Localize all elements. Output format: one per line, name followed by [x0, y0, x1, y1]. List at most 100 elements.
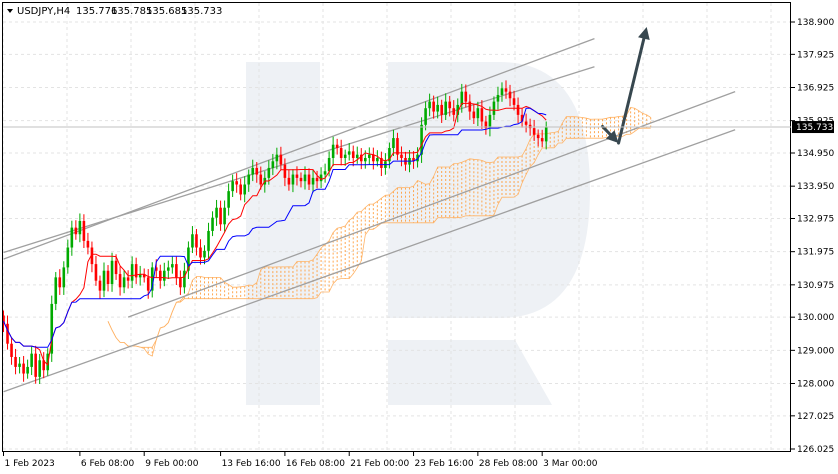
ohlc-close: 135.733: [181, 6, 222, 17]
candle-body-17: [70, 227, 74, 248]
candle-body-132: [532, 128, 536, 135]
candle-body-59: [239, 184, 242, 195]
candle-92: [372, 147, 375, 170]
candle-118: [476, 101, 480, 127]
x-tick-label-7: 28 Feb 08:00: [479, 459, 538, 469]
candle-110: [444, 93, 447, 121]
candle-55: [223, 200, 226, 232]
candle-88: [355, 146, 359, 164]
candle-body-130: [524, 121, 528, 125]
candle-body-46: [187, 247, 190, 271]
candle-body-23: [94, 264, 98, 281]
candle-body-34: [138, 274, 142, 278]
candle-69: [279, 146, 283, 171]
caret-down-icon[interactable]: [7, 9, 13, 13]
forecast-arrows: [600, 26, 650, 145]
candle-body-39: [158, 270, 162, 281]
y-tick-label-8: 130.975: [797, 281, 834, 291]
candle-17: [70, 220, 74, 256]
candle-body-110: [444, 101, 447, 115]
candle-body-47: [191, 234, 194, 248]
candle-body-18: [74, 227, 78, 235]
candle-22: [90, 241, 94, 273]
candle-93: [376, 150, 379, 167]
candle-71: [287, 169, 291, 191]
arrow-shaft-0: [600, 124, 612, 136]
candle-20: [82, 214, 86, 249]
candle-body-104: [420, 124, 423, 155]
candle-74: [299, 172, 303, 188]
candle-98: [396, 132, 399, 161]
candle-body-69: [279, 154, 283, 165]
candle-body-78: [315, 177, 319, 182]
candle-97: [392, 129, 395, 157]
y-axis: 138.900137.925136.925135.925134.950133.9…: [791, 18, 834, 455]
candle-body-52: [211, 217, 214, 231]
y-tick-label-11: 128.000: [797, 379, 834, 389]
current-price-box: [792, 121, 834, 134]
candle-body-129: [520, 114, 524, 122]
candle-50: [203, 245, 206, 265]
candle-124: [500, 82, 504, 102]
candle-117: [472, 103, 476, 125]
candle-body-112: [452, 108, 456, 115]
candle-107: [432, 95, 435, 119]
candle-1: [6, 315, 9, 350]
candle-94: [380, 151, 383, 177]
ohlc-low: 135.685: [146, 6, 187, 17]
candle-27: [110, 252, 114, 292]
current-price-label: 135.733: [796, 123, 833, 133]
candle-105: [424, 101, 427, 131]
candle-body-0: [2, 315, 5, 324]
candle-body-98: [396, 138, 399, 155]
candle-68: [275, 147, 279, 170]
candle-body-127: [512, 98, 516, 105]
candle-91: [368, 147, 371, 165]
candle-57: [231, 174, 234, 198]
candle-body-116: [468, 101, 472, 112]
candle-body-54: [219, 207, 222, 225]
candle-body-109: [440, 104, 443, 115]
candle-30: [122, 270, 126, 294]
candle-53: [215, 199, 218, 226]
trend-line-2: [127, 91, 736, 318]
arrow-shaft-1: [617, 37, 646, 145]
tenkan-line: [3, 102, 547, 366]
x-tick-label-6: 23 Feb 16:00: [415, 459, 474, 469]
candle-body-14: [58, 277, 62, 288]
candle-44: [179, 270, 182, 295]
candle-body-72: [291, 174, 295, 185]
candle-body-12: [50, 303, 54, 354]
candle-78: [315, 170, 319, 189]
candle-63: [255, 162, 259, 183]
candle-body-84: [339, 148, 343, 158]
candle-body-56: [227, 191, 230, 208]
candle-body-62: [251, 167, 255, 175]
plot-frame: [2, 2, 791, 452]
candle-body-122: [492, 101, 496, 115]
candle-body-5: [22, 363, 25, 374]
candle-9: [38, 353, 41, 384]
candle-body-25: [102, 270, 106, 291]
candle-body-107: [432, 101, 435, 112]
candle-body-89: [359, 154, 363, 162]
candle-18: [74, 220, 78, 240]
candle-body-102: [412, 157, 415, 162]
candle-body-30: [122, 277, 126, 288]
candle-body-29: [118, 274, 122, 288]
chart-header: USDJPY,H4 135.776 135.785 135.685 135.73…: [7, 6, 222, 17]
candle-120: [484, 115, 488, 135]
candle-126: [508, 84, 512, 107]
candle-28: [114, 254, 118, 280]
arrow-head-0: [605, 130, 619, 144]
candle-body-35: [142, 274, 146, 278]
candle-body-27: [110, 260, 114, 285]
candle-108: [436, 96, 439, 119]
candle-body-133: [536, 134, 540, 139]
candle-body-111: [448, 101, 452, 109]
candle-body-31: [126, 277, 130, 281]
candle-body-81: [327, 157, 331, 172]
candle-21: [86, 232, 90, 255]
candle-body-37: [150, 267, 154, 291]
candle-body-44: [179, 277, 182, 288]
